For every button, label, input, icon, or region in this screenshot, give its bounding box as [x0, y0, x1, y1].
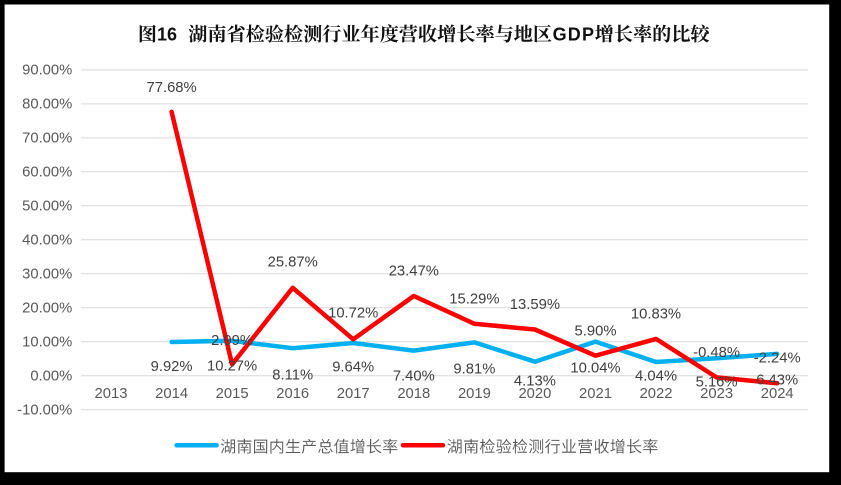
- svg-text:2023: 2023: [700, 386, 733, 402]
- svg-text:9.81%: 9.81%: [453, 361, 495, 377]
- svg-text:2018: 2018: [397, 386, 430, 402]
- svg-text:2014: 2014: [155, 386, 188, 402]
- svg-text:2022: 2022: [640, 386, 673, 402]
- svg-text:2019: 2019: [458, 386, 491, 402]
- svg-text:2016: 2016: [276, 386, 309, 402]
- svg-text:9.64%: 9.64%: [332, 359, 374, 375]
- svg-text:10.27%: 10.27%: [207, 359, 257, 375]
- svg-text:-10.00%: -10.00%: [17, 403, 72, 419]
- svg-text:2.99%: 2.99%: [211, 333, 253, 349]
- svg-text:10.04%: 10.04%: [570, 361, 620, 377]
- svg-text:8.11%: 8.11%: [272, 368, 313, 384]
- svg-text:30.00%: 30.00%: [22, 267, 72, 283]
- svg-text:23.47%: 23.47%: [389, 263, 439, 279]
- svg-text:5.16%: 5.16%: [696, 375, 738, 391]
- svg-text:2015: 2015: [216, 386, 249, 402]
- svg-text:2013: 2013: [95, 386, 128, 402]
- svg-text:9.92%: 9.92%: [151, 359, 193, 375]
- svg-text:6.43%: 6.43%: [756, 372, 798, 388]
- svg-text:70.00%: 70.00%: [22, 131, 72, 147]
- svg-text:GDP: GDP: [553, 25, 596, 45]
- svg-text:77.68%: 77.68%: [147, 80, 197, 96]
- svg-text:2020: 2020: [518, 386, 551, 402]
- svg-text:5.90%: 5.90%: [575, 323, 617, 339]
- svg-text:10.00%: 10.00%: [22, 335, 72, 351]
- svg-text:90.00%: 90.00%: [22, 63, 72, 79]
- svg-text:2021: 2021: [579, 386, 612, 402]
- svg-text:-2.24%: -2.24%: [754, 351, 801, 367]
- svg-text:40.00%: 40.00%: [22, 233, 72, 249]
- svg-text:2024: 2024: [761, 386, 794, 402]
- svg-text:80.00%: 80.00%: [22, 97, 72, 113]
- svg-text:4.04%: 4.04%: [635, 369, 677, 385]
- svg-text:0.00%: 0.00%: [30, 369, 72, 385]
- svg-text:10.72%: 10.72%: [328, 305, 378, 321]
- svg-text:10.83%: 10.83%: [631, 307, 681, 323]
- svg-text:4.13%: 4.13%: [514, 374, 556, 390]
- svg-text:60.00%: 60.00%: [22, 165, 72, 181]
- svg-text:13.59%: 13.59%: [510, 297, 560, 313]
- svg-text:7.40%: 7.40%: [393, 368, 435, 384]
- svg-text:16: 16: [157, 25, 177, 45]
- svg-text:20.00%: 20.00%: [22, 301, 72, 317]
- svg-text:2017: 2017: [337, 386, 370, 402]
- svg-text:15.29%: 15.29%: [449, 291, 499, 307]
- svg-text:25.87%: 25.87%: [268, 254, 318, 270]
- svg-text:-0.48%: -0.48%: [693, 345, 740, 361]
- svg-text:50.00%: 50.00%: [22, 199, 72, 215]
